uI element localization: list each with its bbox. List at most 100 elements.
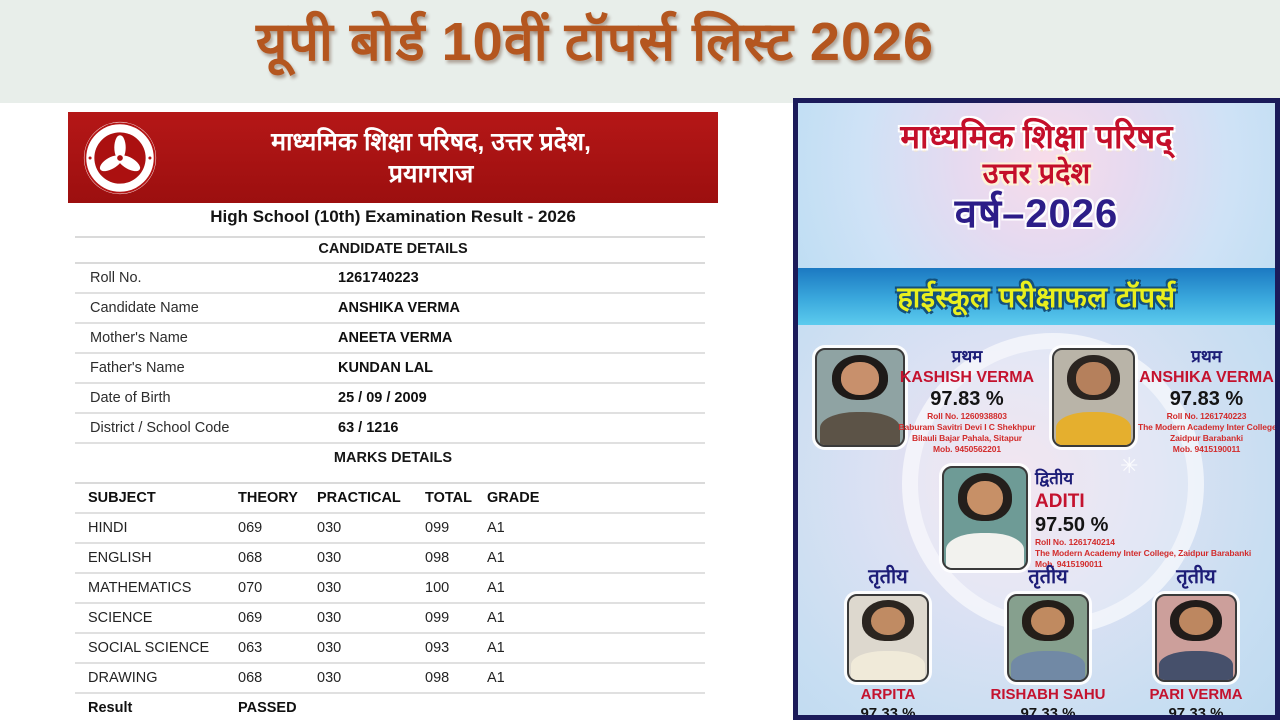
- poster-year: वर्ष–2026: [954, 192, 1119, 237]
- poster-state-name: उत्तर प्रदेश: [982, 157, 1091, 190]
- cell-grade: A1: [487, 610, 505, 626]
- topper-percent: 97.83 %: [930, 388, 1004, 411]
- detail-value: 25 / 09 / 2009: [338, 390, 427, 406]
- poster-band: हाईस्कूल परीक्षाफल टॉपर्स: [798, 268, 1275, 325]
- toppers-poster: माध्यमिक शिक्षा परिषद् उत्तर प्रदेश वर्ष…: [793, 98, 1280, 720]
- board-banner: माध्यमिक शिक्षा परिषद, उत्तर प्रदेश, प्र…: [68, 112, 718, 203]
- photo-face: [870, 606, 906, 636]
- col-header-practical: PRACTICAL: [317, 490, 401, 506]
- topper-card: प्रथम ANSHIKA VERMA 97.83 % Roll No. 126…: [1138, 346, 1275, 455]
- poster-board-name: माध्यमिक शिक्षा परिषद्: [900, 118, 1173, 155]
- topper-name: PARI VERMA: [1149, 686, 1243, 703]
- cell-subject: SCIENCE: [88, 610, 153, 626]
- detail-label: Date of Birth: [90, 390, 171, 406]
- topper-percent: 97.33 %: [860, 704, 916, 715]
- topper-roll: Roll No. 1261740223: [1166, 411, 1247, 422]
- topper-percent: 97.33 %: [1168, 704, 1224, 715]
- topper-percent: 97.83 %: [1169, 388, 1244, 411]
- result-row: Result PASSED: [75, 694, 705, 720]
- detail-row: Candidate Name ANSHIKA VERMA: [75, 294, 705, 324]
- page-title: यूपी बोर्ड 10वीं टॉपर्स लिस्ट 2026: [255, 12, 935, 72]
- cell-theory: 068: [238, 670, 263, 686]
- topper-mobile: Mob. 9415190011: [1172, 444, 1241, 455]
- col-header-subject: SUBJECT: [88, 490, 156, 506]
- cell-total: 100: [425, 580, 450, 596]
- detail-label: Father's Name: [90, 360, 185, 376]
- poster-header: माध्यमिक शिक्षा परिषद् उत्तर प्रदेश वर्ष…: [798, 103, 1275, 268]
- cell-subject: ENGLISH: [88, 550, 152, 566]
- topper-rank: तृतीय: [1028, 566, 1068, 588]
- candidate-details-table: Roll No. 1261740223 Candidate Name ANSHI…: [75, 262, 705, 444]
- marks-row: ENGLISH 068 030 098 A1: [75, 544, 705, 574]
- marks-table: SUBJECT THEORY PRACTICAL TOTAL GRADE HIN…: [75, 482, 705, 720]
- topper-card: प्रथम KASHISH VERMA 97.83 % Roll No. 126…: [896, 346, 1038, 455]
- result-value: PASSED: [238, 700, 297, 716]
- detail-label: Mother's Name: [90, 330, 188, 346]
- topper-card: तृतीय ARPITA 97.33 %: [816, 565, 960, 715]
- photo-face: [1076, 362, 1111, 395]
- cell-theory: 070: [238, 580, 263, 596]
- exam-title: High School (10th) Examination Result - …: [210, 207, 576, 226]
- cell-total: 099: [425, 610, 450, 626]
- topper-school: Baburam Savitri Devi I C Shekhpur: [898, 422, 1036, 433]
- marks-row: HINDI 069 030 099 A1: [75, 514, 705, 544]
- candidate-details-heading: CANDIDATE DETAILS: [318, 241, 468, 257]
- marks-row: SCIENCE 069 030 099 A1: [75, 604, 705, 634]
- result-label: Result: [88, 700, 133, 716]
- topper-roll: Roll No. 1260938803: [927, 411, 1007, 422]
- topper-name: RISHABH SAHU: [990, 686, 1106, 703]
- detail-label: Roll No.: [90, 270, 142, 286]
- up-board-logo-icon: [82, 120, 158, 196]
- topper-percent: 97.33 %: [1020, 704, 1076, 715]
- topper-rank: तृतीय: [868, 566, 908, 588]
- topper-rank: प्रथम: [1191, 347, 1222, 366]
- topper-rank: तृतीय: [1176, 566, 1216, 588]
- poster-band-text: हाईस्कूल परीक्षाफल टॉपर्स: [897, 282, 1176, 314]
- cell-subject: MATHEMATICS: [88, 580, 192, 596]
- topper-name: ADITI: [1035, 491, 1085, 513]
- topper-name: KASHISH VERMA: [899, 369, 1035, 387]
- photo-torso: [1011, 650, 1085, 680]
- cell-subject: DRAWING: [88, 670, 158, 686]
- cell-grade: A1: [487, 520, 505, 536]
- cell-practical: 030: [317, 610, 342, 626]
- detail-value: ANEETA VERMA: [338, 330, 453, 346]
- detail-value: 63 / 1216: [338, 420, 399, 436]
- cell-practical: 030: [317, 520, 342, 536]
- detail-label: District / School Code: [90, 420, 230, 436]
- cell-grade: A1: [487, 640, 505, 656]
- topper-roll: Roll No. 1261740214: [1035, 536, 1115, 547]
- detail-row: Roll No. 1261740223: [75, 264, 705, 294]
- cell-total: 093: [425, 640, 450, 656]
- photo-face: [841, 362, 879, 395]
- topper-name: ANSHIKA VERMA: [1139, 369, 1274, 387]
- cell-total: 098: [425, 550, 450, 566]
- photo-torso: [819, 411, 901, 445]
- col-header-theory: THEORY: [238, 490, 298, 506]
- cell-practical: 030: [317, 550, 342, 566]
- topper-photo: [1007, 594, 1089, 682]
- topper-school: The Modern Academy Inter College, Zaidpu…: [1035, 547, 1252, 558]
- topper-photo: [942, 466, 1028, 570]
- topper-rank: द्वितीय: [1035, 469, 1074, 488]
- photo-torso: [1056, 411, 1131, 445]
- col-header-grade: GRADE: [487, 490, 540, 506]
- cell-theory: 068: [238, 550, 263, 566]
- photo-torso: [1159, 650, 1233, 680]
- detail-row: Date of Birth 25 / 09 / 2009: [75, 384, 705, 414]
- photo-face: [1030, 606, 1066, 636]
- cell-practical: 030: [317, 580, 342, 596]
- topper-school: Zaidpur Barabanki: [1170, 433, 1243, 444]
- topper-percent: 97.50 %: [1035, 513, 1109, 536]
- divider: [75, 236, 705, 238]
- topper-rank: प्रथम: [951, 347, 983, 366]
- cell-grade: A1: [487, 670, 505, 686]
- marks-header-row: SUBJECT THEORY PRACTICAL TOTAL GRADE: [75, 484, 705, 514]
- poster-inner: माध्यमिक शिक्षा परिषद् उत्तर प्रदेश वर्ष…: [798, 103, 1275, 715]
- cell-theory: 063: [238, 640, 263, 656]
- board-name-line1: माध्यमिक शिक्षा परिषद, उत्तर प्रदेश,: [271, 127, 591, 156]
- topper-school: The Modern Academy Inter College,: [1138, 422, 1275, 433]
- detail-row: District / School Code 63 / 1216: [75, 414, 705, 444]
- cell-grade: A1: [487, 550, 505, 566]
